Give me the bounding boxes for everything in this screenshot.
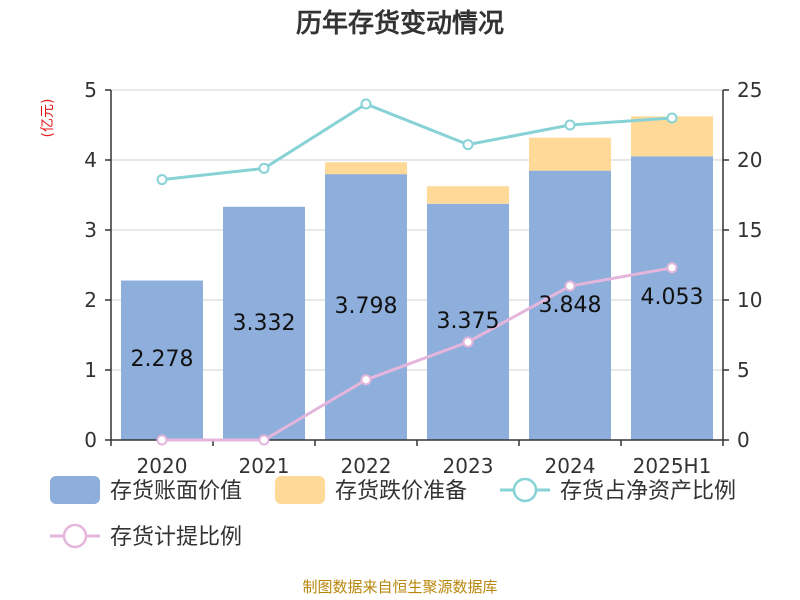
bar-impairment	[427, 186, 509, 204]
line-point	[360, 374, 372, 386]
legend-swatch	[275, 476, 325, 504]
lines	[156, 98, 678, 446]
x-tick-label: 2024	[545, 454, 596, 478]
legend-label: 存货占净资产比例	[560, 479, 736, 504]
bar-book-value	[223, 206, 305, 440]
left-tick-label: 0	[84, 428, 97, 452]
x-tick-label: 2023	[443, 454, 494, 478]
gridlines	[111, 89, 723, 371]
legend-label: 存货账面价值	[110, 479, 242, 504]
line-point	[564, 119, 576, 131]
x-tick-label: 2021	[239, 454, 290, 478]
x-tick-label: 2025H1	[633, 454, 712, 478]
left-tick-label: 2	[84, 288, 97, 312]
line-point	[666, 112, 678, 124]
right-axis-unit: %	[796, 87, 800, 100]
left-tick-label: 3	[84, 218, 97, 242]
line-ratio-net-assets	[161, 102, 673, 182]
bar-value-label: 3.798	[335, 294, 398, 319]
line-provision-ratio	[162, 266, 673, 442]
line-point	[462, 336, 474, 348]
left-tick-label: 4	[84, 148, 97, 172]
x-tick-label: 2020	[137, 454, 188, 478]
left-tick-label: 5	[84, 78, 97, 102]
line-point	[258, 162, 270, 174]
line-point	[156, 434, 168, 446]
right-tick-label: 15	[737, 218, 762, 242]
bar-value-label: 3.848	[539, 293, 602, 318]
bar-book-value	[529, 170, 611, 440]
data-labels: 2.278 3.332 3.798 3.375 3.848 4.053	[131, 285, 704, 372]
bar-book-value	[121, 280, 203, 440]
bar-value-label: 2.278	[131, 347, 194, 372]
bar-impairment	[325, 162, 407, 175]
legend-item[interactable]: 存货占净资产比例	[500, 477, 736, 504]
right-tick-label: 20	[737, 148, 762, 172]
legend-swatch	[50, 476, 100, 504]
legend-item[interactable]: 存货跌价准备	[275, 476, 467, 504]
line-point	[156, 174, 168, 186]
legend-item[interactable]: 存货计提比例	[50, 523, 242, 550]
legend-label: 存货计提比例	[110, 525, 242, 550]
left-axis-unit: (亿元)	[40, 99, 56, 138]
line-point	[462, 139, 474, 151]
left-tick-label: 1	[84, 358, 97, 382]
legend-label: 存货跌价准备	[335, 479, 467, 504]
line-point	[258, 434, 270, 446]
line-point	[360, 98, 372, 110]
right-tick-label: 10	[737, 288, 762, 312]
right-tick-label: 25	[737, 78, 762, 102]
line-point	[666, 262, 678, 274]
bar-book-value	[631, 156, 713, 441]
right-tick-label: 5	[737, 358, 750, 382]
chart-title: 历年存货变动情况	[296, 8, 504, 39]
legend-marker	[512, 477, 538, 503]
right-tick-label: 0	[737, 428, 750, 452]
x-tick-label: 2022	[341, 454, 392, 478]
bar-value-label: 3.332	[233, 311, 296, 336]
axes: 0 1 2 3 4 5 0 5 10 15 20 25 2020 2021 2022 2023 2024 2025…	[84, 78, 762, 478]
legend-marker	[62, 523, 88, 549]
bar-value-label: 4.053	[641, 285, 704, 310]
bar-book-value	[427, 203, 509, 440]
source-note: 制图数据来自恒生聚源数据库	[302, 578, 497, 596]
bars	[121, 116, 713, 441]
line-point	[564, 280, 576, 292]
legend-item[interactable]: 存货账面价值	[50, 476, 242, 504]
bar-value-label: 3.375	[437, 309, 500, 334]
bar-impairment	[529, 137, 611, 171]
